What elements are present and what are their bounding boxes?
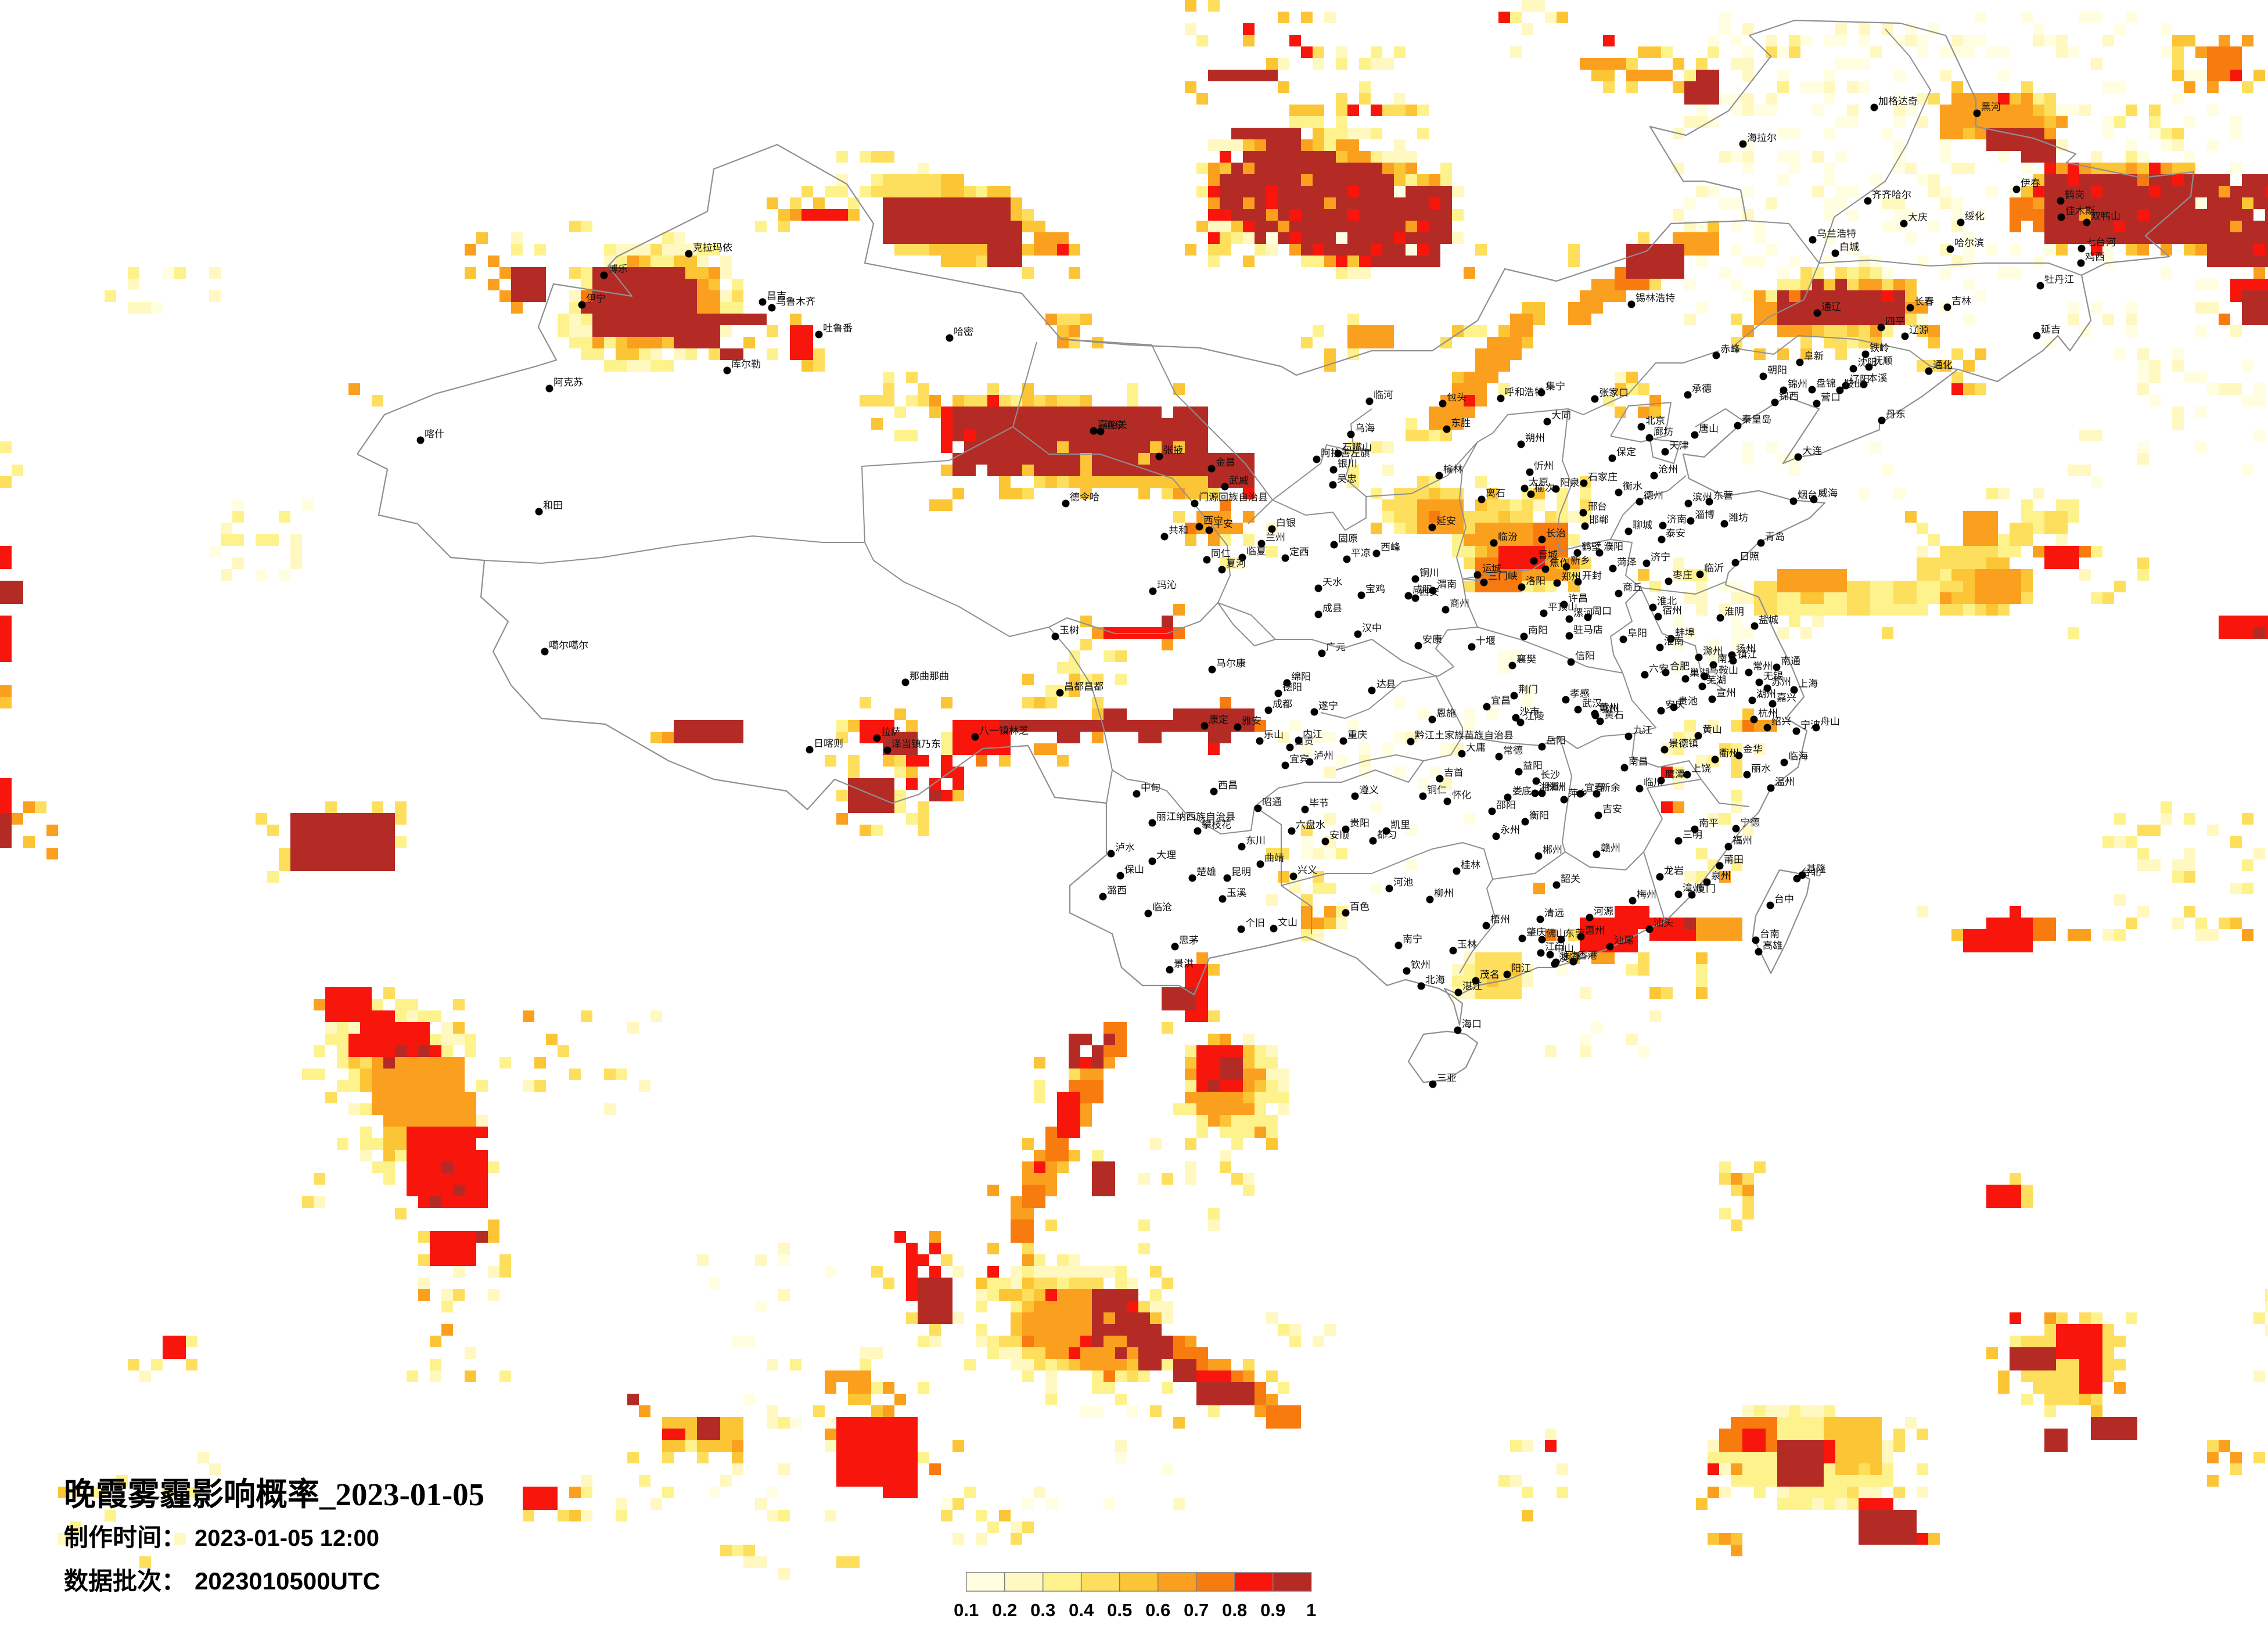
svg-text:2023-01-05 12:00: 2023-01-05 12:00 (195, 1526, 379, 1551)
svg-text:0.3: 0.3 (1030, 1600, 1055, 1620)
svg-text:0.1: 0.1 (954, 1600, 979, 1620)
svg-text:0.2: 0.2 (992, 1600, 1017, 1620)
svg-text:0.5: 0.5 (1107, 1600, 1132, 1620)
svg-text:0.7: 0.7 (1184, 1600, 1209, 1620)
svg-text:2023010500UTC: 2023010500UTC (195, 1567, 380, 1595)
svg-text:0.4: 0.4 (1069, 1600, 1094, 1620)
svg-text:1: 1 (1306, 1600, 1316, 1620)
svg-text:制作时间：: 制作时间： (64, 1524, 186, 1552)
svg-text:0.8: 0.8 (1222, 1600, 1247, 1620)
svg-text:数据批次：: 数据批次： (64, 1568, 186, 1595)
svg-text:晚霞雾霾影响概率_2023-01-05: 晚霞雾霾影响概率_2023-01-05 (64, 1477, 484, 1512)
svg-text:0.9: 0.9 (1260, 1600, 1285, 1620)
svg-text:0.6: 0.6 (1145, 1600, 1170, 1620)
